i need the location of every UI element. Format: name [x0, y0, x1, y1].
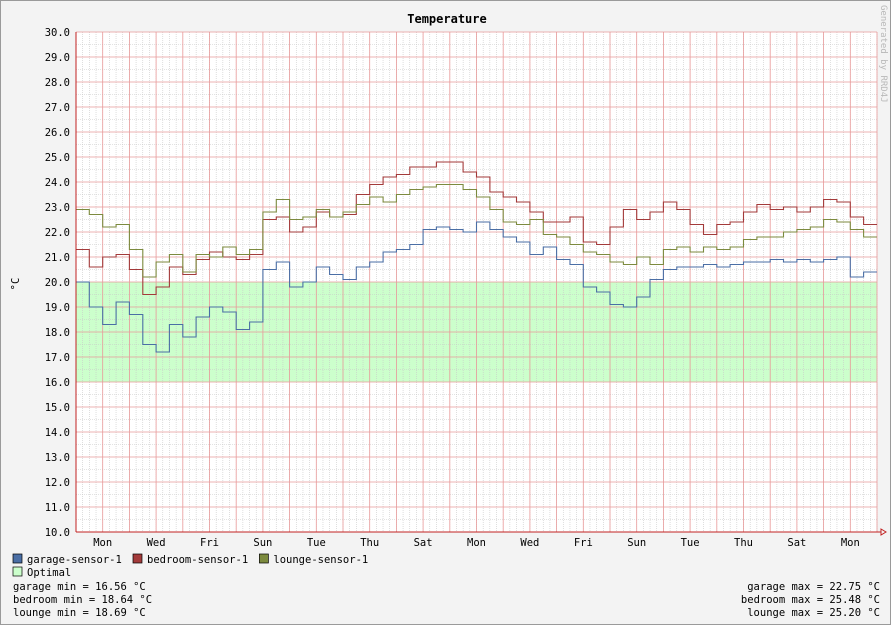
- y-tick-label: 30.0: [45, 27, 70, 39]
- y-tick-label: 13.0: [45, 452, 70, 464]
- x-axis-arrow: [880, 528, 887, 536]
- x-tick-label: Thu: [360, 537, 379, 549]
- y-tick-label: 15.0: [45, 402, 70, 414]
- stat-min: bedroom min = 18.64 °C: [13, 594, 152, 606]
- y-tick-label: 10.0: [45, 527, 70, 539]
- y-tick-label: 21.0: [45, 252, 70, 264]
- grid-layer: [75, 31, 878, 533]
- stat-max: garage max = 22.75 °C: [747, 581, 880, 593]
- chart-title: Temperature: [407, 12, 486, 26]
- x-tick-label: Tue: [307, 537, 326, 549]
- y-tick-label: 12.0: [45, 477, 70, 489]
- y-tick-label: 19.0: [45, 302, 70, 314]
- y-axis-label: °C: [10, 278, 22, 291]
- y-tick-label: 20.0: [45, 277, 70, 289]
- series-line-garage-sensor-1: [76, 221, 877, 353]
- stat-min: lounge min = 18.69 °C: [13, 607, 146, 619]
- y-tick-label: 27.0: [45, 102, 70, 114]
- x-tick-label: Mon: [841, 537, 860, 549]
- y-tick-label: 17.0: [45, 352, 70, 364]
- x-tick-label: Sun: [253, 537, 272, 549]
- stat-min: garage min = 16.56 °C: [13, 581, 146, 593]
- legend-label: lounge-sensor-1: [273, 554, 368, 566]
- stat-max: lounge max = 25.20 °C: [747, 607, 880, 619]
- x-tick-label: Wed: [147, 537, 166, 549]
- legend-label: Optimal: [27, 567, 71, 579]
- x-tick-label: Fri: [200, 537, 219, 549]
- y-tick-label: 14.0: [45, 427, 70, 439]
- x-tick-label: Thu: [734, 537, 753, 549]
- stat-max: bedroom max = 25.48 °C: [741, 594, 880, 606]
- y-tick-label: 11.0: [45, 502, 70, 514]
- watermark: Generated by RRD4J: [878, 5, 888, 103]
- x-tick-label: Mon: [93, 537, 112, 549]
- y-tick-label: 24.0: [45, 177, 70, 189]
- x-tick-label: Wed: [520, 537, 539, 549]
- y-tick-label: 22.0: [45, 227, 70, 239]
- legend-swatch: [12, 553, 23, 564]
- y-tick-label: 25.0: [45, 152, 70, 164]
- x-tick-label: Fri: [574, 537, 593, 549]
- legend-label: garage-sensor-1: [27, 554, 122, 566]
- y-tick-label: 18.0: [45, 327, 70, 339]
- x-tick-label: Sat: [787, 537, 806, 549]
- legend-swatch: [132, 553, 143, 564]
- axes-layer: 10.0 11.0 12.0 13.0 14.0 15.0 16.0 17.0 18.0 19.0…: [45, 27, 887, 549]
- legend: garage-sensor-1 bedroom-sensor-1 lounge-se…: [12, 553, 368, 579]
- y-tick-label: 29.0: [45, 52, 70, 64]
- x-tick-label: Sat: [414, 537, 433, 549]
- legend-swatch: [259, 553, 269, 564]
- x-tick-label: Tue: [681, 537, 700, 549]
- x-tick-label: Sun: [627, 537, 646, 549]
- y-tick-label: 28.0: [45, 77, 70, 89]
- legend-swatch: [12, 566, 23, 577]
- y-tick-label: 23.0: [45, 202, 70, 214]
- y-tick-label: 16.0: [45, 377, 70, 389]
- legend-label: bedroom-sensor-1: [147, 554, 248, 566]
- series-layer: [76, 161, 877, 353]
- series-line-lounge-sensor-1: [76, 183, 877, 278]
- y-tick-label: 26.0: [45, 127, 70, 139]
- x-tick-label: Mon: [467, 537, 486, 549]
